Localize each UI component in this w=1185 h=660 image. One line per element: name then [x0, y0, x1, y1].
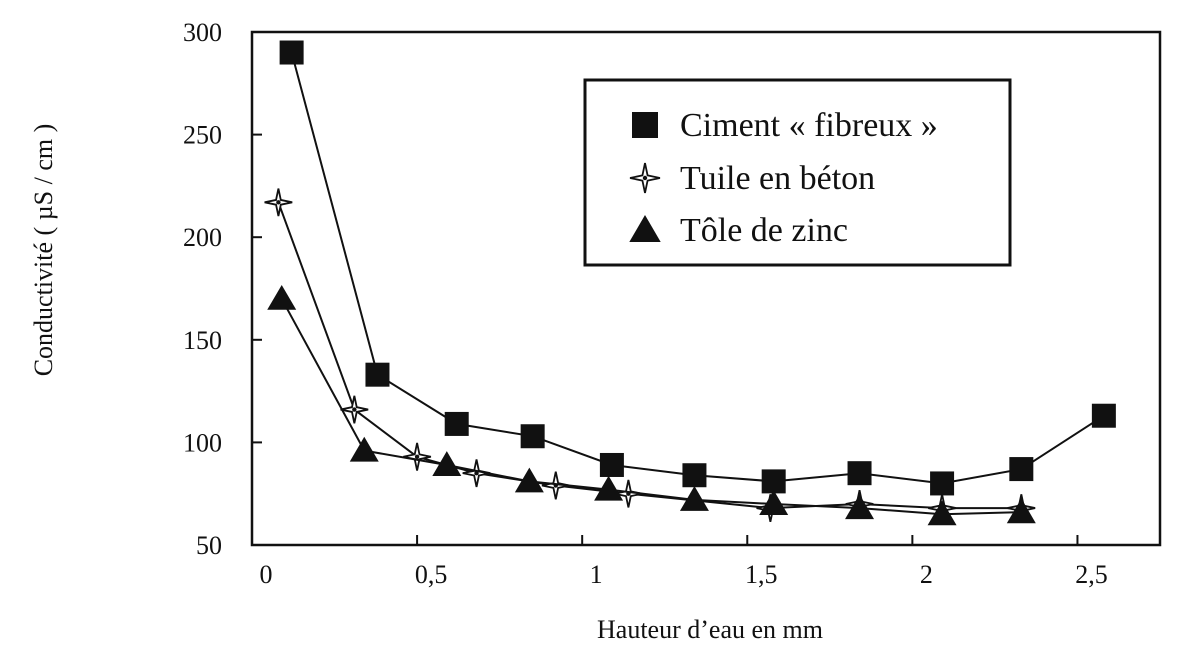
data-point [1091, 403, 1116, 428]
legend-marker [629, 215, 661, 242]
data-point [365, 362, 390, 387]
y-tick-label: 50 [196, 531, 222, 560]
legend-label: Tuile en béton [680, 160, 875, 197]
x-tick-label: 2 [920, 560, 933, 589]
data-point [514, 467, 544, 493]
plot-frame [250, 30, 1162, 547]
x-tick-label: 1 [590, 560, 603, 589]
data-point [340, 395, 369, 424]
data-point [432, 451, 462, 477]
x-axis: 0 0,5 1 1,5 2 2,5 [251, 535, 1108, 589]
x-tick-label: 2,5 [1075, 560, 1108, 589]
data-point [599, 452, 624, 477]
y-tick-label: 250 [183, 121, 222, 150]
series-square [279, 40, 1116, 496]
data-point [520, 424, 545, 449]
data-point [444, 411, 469, 436]
plot-area [250, 30, 1162, 547]
x-tick-label: 0,5 [415, 560, 448, 589]
data-point [1009, 457, 1034, 482]
data-point [349, 436, 379, 462]
x-tick-label: 0 [260, 560, 273, 589]
y-axis-label: Conductivité ( µS / cm ) [29, 124, 58, 377]
y-tick-label: 100 [183, 428, 222, 457]
legend: Ciment « fibreux » Tuile en béton Tôle de … [583, 78, 1012, 267]
data-point [759, 490, 789, 515]
data-point [847, 461, 872, 486]
series-line [280, 298, 1022, 516]
y-axis: 50 100 150 200 250 300 [183, 18, 262, 560]
data-point [1006, 498, 1036, 524]
star-center [414, 454, 420, 459]
star-center [642, 175, 648, 181]
legend-marker [632, 112, 658, 138]
series-line [277, 201, 1022, 510]
data-point [930, 471, 955, 496]
legend-marker [629, 162, 661, 194]
legend-label: Tôle de zinc [680, 212, 848, 249]
data-point [761, 469, 786, 494]
series-layer [264, 40, 1116, 526]
star-center [352, 407, 357, 412]
data-point [279, 40, 304, 65]
data-point [267, 284, 297, 310]
data-point [845, 494, 875, 520]
data-point [403, 442, 432, 471]
series-triangle [267, 284, 1036, 526]
data-point [679, 486, 709, 511]
data-point [682, 463, 707, 488]
y-tick-label: 300 [183, 18, 222, 47]
x-tick-label: 1,5 [745, 560, 778, 589]
x-axis-label: Hauteur d’eau en mm [597, 615, 823, 644]
data-point [927, 500, 957, 526]
legend-label: Ciment « fibreux » [680, 107, 938, 144]
y-tick-label: 200 [183, 223, 222, 252]
star-center [276, 200, 281, 205]
data-point [594, 475, 624, 501]
y-tick-label: 150 [183, 326, 222, 355]
data-point [264, 188, 293, 217]
